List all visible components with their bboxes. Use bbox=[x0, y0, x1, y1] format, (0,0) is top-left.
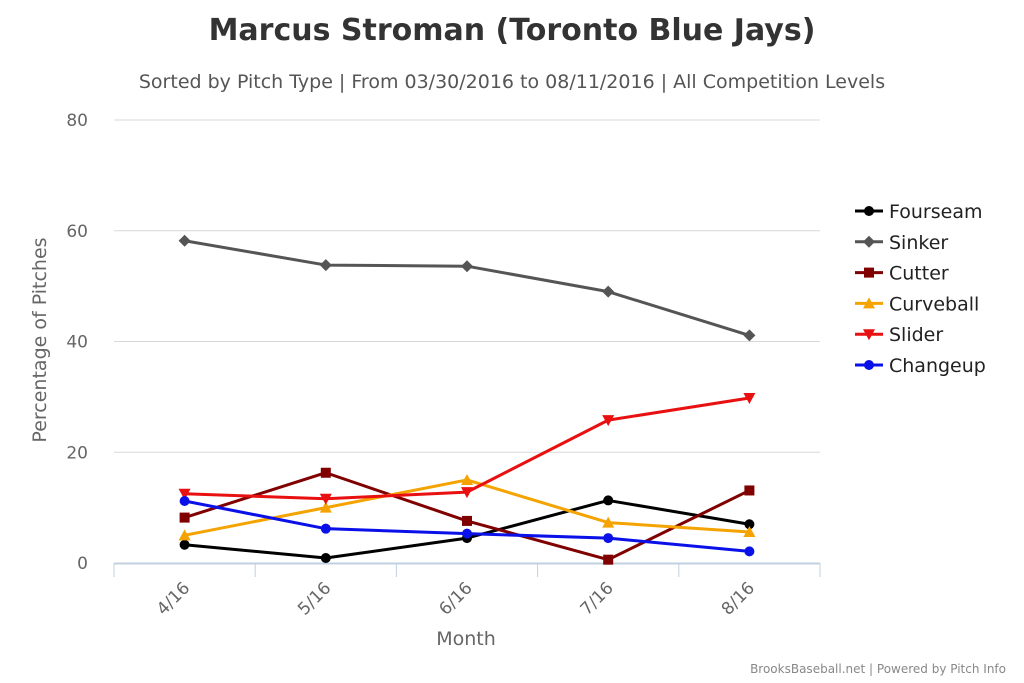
data-point bbox=[602, 285, 615, 298]
legend-label: Changeup bbox=[889, 355, 986, 377]
y-tick-label: 20 bbox=[66, 443, 88, 463]
y-tick-label: 80 bbox=[66, 111, 88, 131]
legend-item-sinker[interactable]: Sinker bbox=[855, 232, 948, 254]
data-point bbox=[743, 525, 756, 537]
data-point bbox=[603, 533, 614, 544]
series-lines bbox=[178, 234, 756, 565]
data-point bbox=[461, 487, 473, 499]
data-point bbox=[319, 259, 332, 272]
legend-label: Curveball bbox=[889, 293, 979, 315]
legend-marker bbox=[864, 360, 874, 370]
x-tick-label: 7/16 bbox=[577, 578, 618, 619]
data-point bbox=[744, 485, 755, 496]
series-slider bbox=[178, 392, 756, 505]
data-point bbox=[602, 415, 615, 427]
legend-label: Slider bbox=[889, 324, 943, 346]
y-tick-label: 0 bbox=[77, 554, 88, 574]
legend-marker bbox=[864, 206, 874, 216]
data-point bbox=[320, 467, 331, 478]
data-point bbox=[603, 495, 614, 506]
legend-label: Sinker bbox=[889, 232, 948, 254]
legend-label: Cutter bbox=[889, 263, 949, 285]
legend-item-changeup[interactable]: Changeup bbox=[855, 355, 986, 377]
series-line bbox=[183, 239, 751, 337]
data-point bbox=[603, 554, 614, 565]
x-tick-label: 5/16 bbox=[294, 578, 335, 619]
data-point bbox=[320, 553, 331, 564]
data-point bbox=[744, 546, 755, 557]
y-tick-label: 40 bbox=[66, 333, 88, 353]
legend-marker bbox=[863, 235, 875, 248]
data-point bbox=[461, 473, 473, 485]
x-tick-label: 4/16 bbox=[153, 578, 194, 619]
legend-marker bbox=[864, 267, 874, 278]
data-point bbox=[178, 234, 191, 247]
data-point bbox=[743, 392, 756, 404]
legend: Fourseam Sinker Cutter Curveball Slider Chang… bbox=[855, 201, 986, 377]
credits: BrooksBaseball.net | Powered by Pitch In… bbox=[750, 662, 1006, 676]
data-point bbox=[461, 260, 473, 273]
data-point bbox=[743, 329, 756, 342]
series-curveball bbox=[178, 473, 756, 541]
legend-marker bbox=[863, 297, 875, 309]
data-point bbox=[319, 501, 332, 513]
legend-marker bbox=[863, 329, 875, 341]
data-point bbox=[178, 488, 191, 500]
chart-title: Marcus Stroman (Toronto Blue Jays) bbox=[209, 13, 816, 48]
legend-label: Fourseam bbox=[889, 201, 982, 223]
legend-item-curveball[interactable]: Curveball bbox=[855, 293, 979, 315]
data-point bbox=[320, 523, 331, 534]
x-axis-title: Month bbox=[436, 628, 496, 650]
data-point bbox=[319, 493, 332, 505]
y-tick-label: 60 bbox=[66, 222, 88, 242]
series-cutter bbox=[179, 467, 755, 565]
data-point bbox=[179, 539, 190, 550]
data-point bbox=[178, 529, 191, 541]
x-tick-label: 6/16 bbox=[435, 578, 476, 619]
data-point bbox=[744, 519, 755, 530]
data-point bbox=[179, 512, 190, 523]
x-tick-label: 8/16 bbox=[718, 578, 759, 619]
legend-item-cutter[interactable]: Cutter bbox=[855, 263, 949, 285]
legend-item-slider[interactable]: Slider bbox=[855, 324, 943, 346]
data-point bbox=[602, 516, 615, 528]
data-point bbox=[462, 515, 472, 526]
legend-item-fourseam[interactable]: Fourseam bbox=[855, 201, 982, 223]
axes: 0 20 40 60 80 4/16 5/16 6/16 7/16 8/16 bbox=[66, 111, 821, 620]
data-point bbox=[179, 495, 190, 506]
series-sinker bbox=[178, 234, 756, 342]
data-point bbox=[462, 528, 472, 539]
y-axis-title: Percentage of Pitches bbox=[29, 237, 51, 442]
chart-subtitle: Sorted by Pitch Type | From 03/30/2016 t… bbox=[139, 71, 885, 93]
series-changeup bbox=[179, 495, 755, 557]
